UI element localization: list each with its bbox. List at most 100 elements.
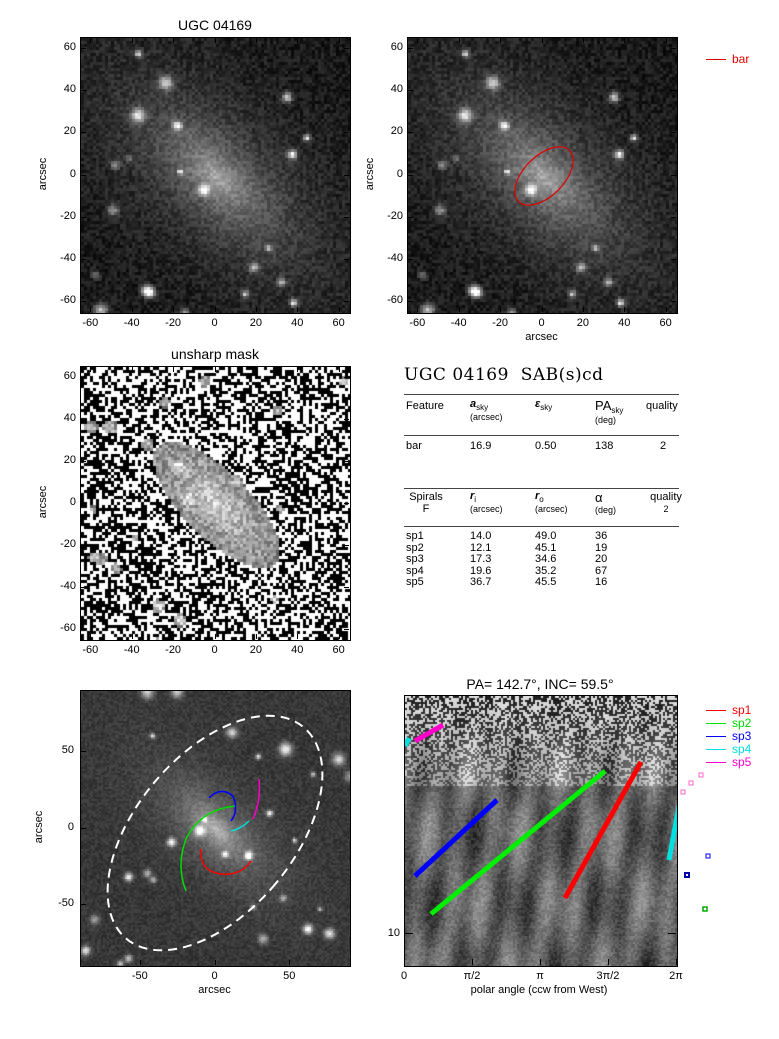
spiral-sp1: [200, 848, 252, 875]
polar-line-sp4b: [405, 736, 412, 748]
legend-label: sp3: [732, 729, 752, 743]
spiral-row-cell: 19: [595, 541, 608, 554]
y-tick-label: -40: [60, 252, 76, 265]
spiral-row-cell: 36.7: [470, 576, 492, 588]
legend-line: [706, 723, 726, 725]
tick-mark: [344, 544, 349, 546]
x-tick-label: -20: [492, 317, 509, 329]
x-tick-label: 20: [249, 317, 262, 329]
tick-mark: [500, 38, 502, 43]
x-tick-label: 60: [332, 317, 345, 329]
x-tick-label: -50: [131, 970, 148, 982]
tick-mark: [173, 367, 175, 372]
tick-mark: [90, 38, 92, 43]
tick-mark: [472, 959, 473, 965]
x-tick-label: -60: [409, 317, 426, 329]
tick-mark: [344, 628, 349, 630]
bar-header-feature: Feature: [406, 400, 444, 412]
spiral-header-quality: quality 2: [650, 491, 682, 514]
legend-bar: bar: [706, 52, 749, 66]
tick-mark: [338, 634, 340, 639]
y-axis-label: arcsec: [364, 157, 376, 190]
tick-mark: [582, 38, 584, 43]
tick-mark: [255, 367, 257, 372]
legend-sp5: sp5: [706, 755, 751, 769]
y-tick-label: -60: [60, 294, 76, 307]
polar-x-tick-label: π/2: [463, 970, 481, 982]
tick-mark: [344, 132, 349, 134]
x-tick-label: 0: [538, 317, 545, 329]
bar-header-a: asky (arcsec): [470, 398, 503, 422]
polar-line-sp5: [413, 722, 445, 744]
unsharp-title: unsharp mask: [171, 346, 259, 362]
tick-mark: [665, 38, 667, 43]
legend-label: sp1: [732, 703, 752, 717]
tick-mark: [81, 418, 86, 420]
disk-ellipse: [106, 714, 324, 952]
tick-mark: [81, 460, 86, 462]
spiral-row-cell: 16: [595, 576, 608, 588]
unsharp-image-panel: [80, 366, 351, 641]
legend-sp1: sp1: [706, 703, 751, 717]
polar-outside-markers: [680, 772, 711, 912]
tick-mark: [417, 307, 419, 312]
tick-mark: [81, 132, 86, 134]
y-tick-label: 60: [63, 40, 76, 53]
x-tick-label: -40: [123, 644, 140, 656]
y-tick-label: 0: [396, 167, 403, 180]
tick-mark: [81, 216, 86, 218]
polar-line-sp2: [429, 769, 607, 916]
bar-row-pa: 138: [595, 440, 614, 452]
tick-mark: [541, 307, 543, 312]
bar-header-pa: PAsky (deg): [595, 398, 624, 425]
tick-mark: [81, 827, 86, 829]
x-tick-label: 40: [291, 644, 304, 656]
legend-line: [706, 736, 726, 738]
y-tick-label: 40: [390, 82, 403, 95]
spiral-header-ro: ro (arcsec): [535, 490, 568, 514]
galaxy-title: UGC 04169: [178, 17, 252, 33]
tick-mark: [671, 89, 676, 91]
tick-mark: [81, 301, 86, 303]
legend-line: [706, 710, 726, 712]
tick-mark: [344, 216, 349, 218]
bar-row-quality: 2: [660, 440, 667, 452]
tick-mark: [540, 959, 541, 965]
y-tick-label: -60: [60, 621, 76, 634]
tick-mark: [408, 301, 413, 303]
tick-mark: [81, 544, 86, 546]
spiral-header-alpha: α (deg): [595, 490, 617, 515]
galaxy-bar-image-panel: [407, 37, 678, 314]
tick-mark: [255, 307, 257, 312]
tick-mark: [344, 301, 349, 303]
tick-mark: [668, 933, 676, 934]
tick-mark: [541, 38, 543, 43]
tick-mark: [81, 903, 86, 905]
tick-mark: [255, 38, 257, 43]
y-tick-label: 20: [63, 125, 76, 138]
spiral-row-cell: sp4: [406, 564, 424, 577]
polar-x-tick-label: 2π: [669, 970, 683, 982]
tick-mark: [214, 634, 216, 639]
tick-mark: [81, 47, 86, 49]
x-tick-label: -60: [82, 317, 99, 329]
y-tick-label: 50: [61, 744, 74, 757]
spiral-row-cell: 45.1: [535, 541, 557, 554]
tick-mark: [665, 307, 667, 312]
x-tick-label: 40: [618, 317, 631, 329]
tick-mark: [344, 89, 349, 91]
tick-mark: [500, 307, 502, 312]
spiral-row-cell: 35.2: [535, 564, 557, 577]
x-tick-label: 40: [291, 317, 304, 329]
parameters-table: UGC 04169 SAB(s)cd Feature asky (arcsec)…: [404, 365, 694, 605]
tick-mark: [458, 307, 460, 312]
tick-mark: [90, 307, 92, 312]
polar-x-tick-label: 0: [400, 970, 408, 982]
tick-mark: [344, 418, 349, 420]
tick-mark: [297, 38, 299, 43]
x-tick-label: -20: [165, 317, 182, 329]
tick-mark: [676, 959, 677, 965]
tick-mark: [81, 586, 86, 588]
polar-y-tick-label: 10: [387, 927, 400, 939]
legend-line: [706, 749, 726, 751]
